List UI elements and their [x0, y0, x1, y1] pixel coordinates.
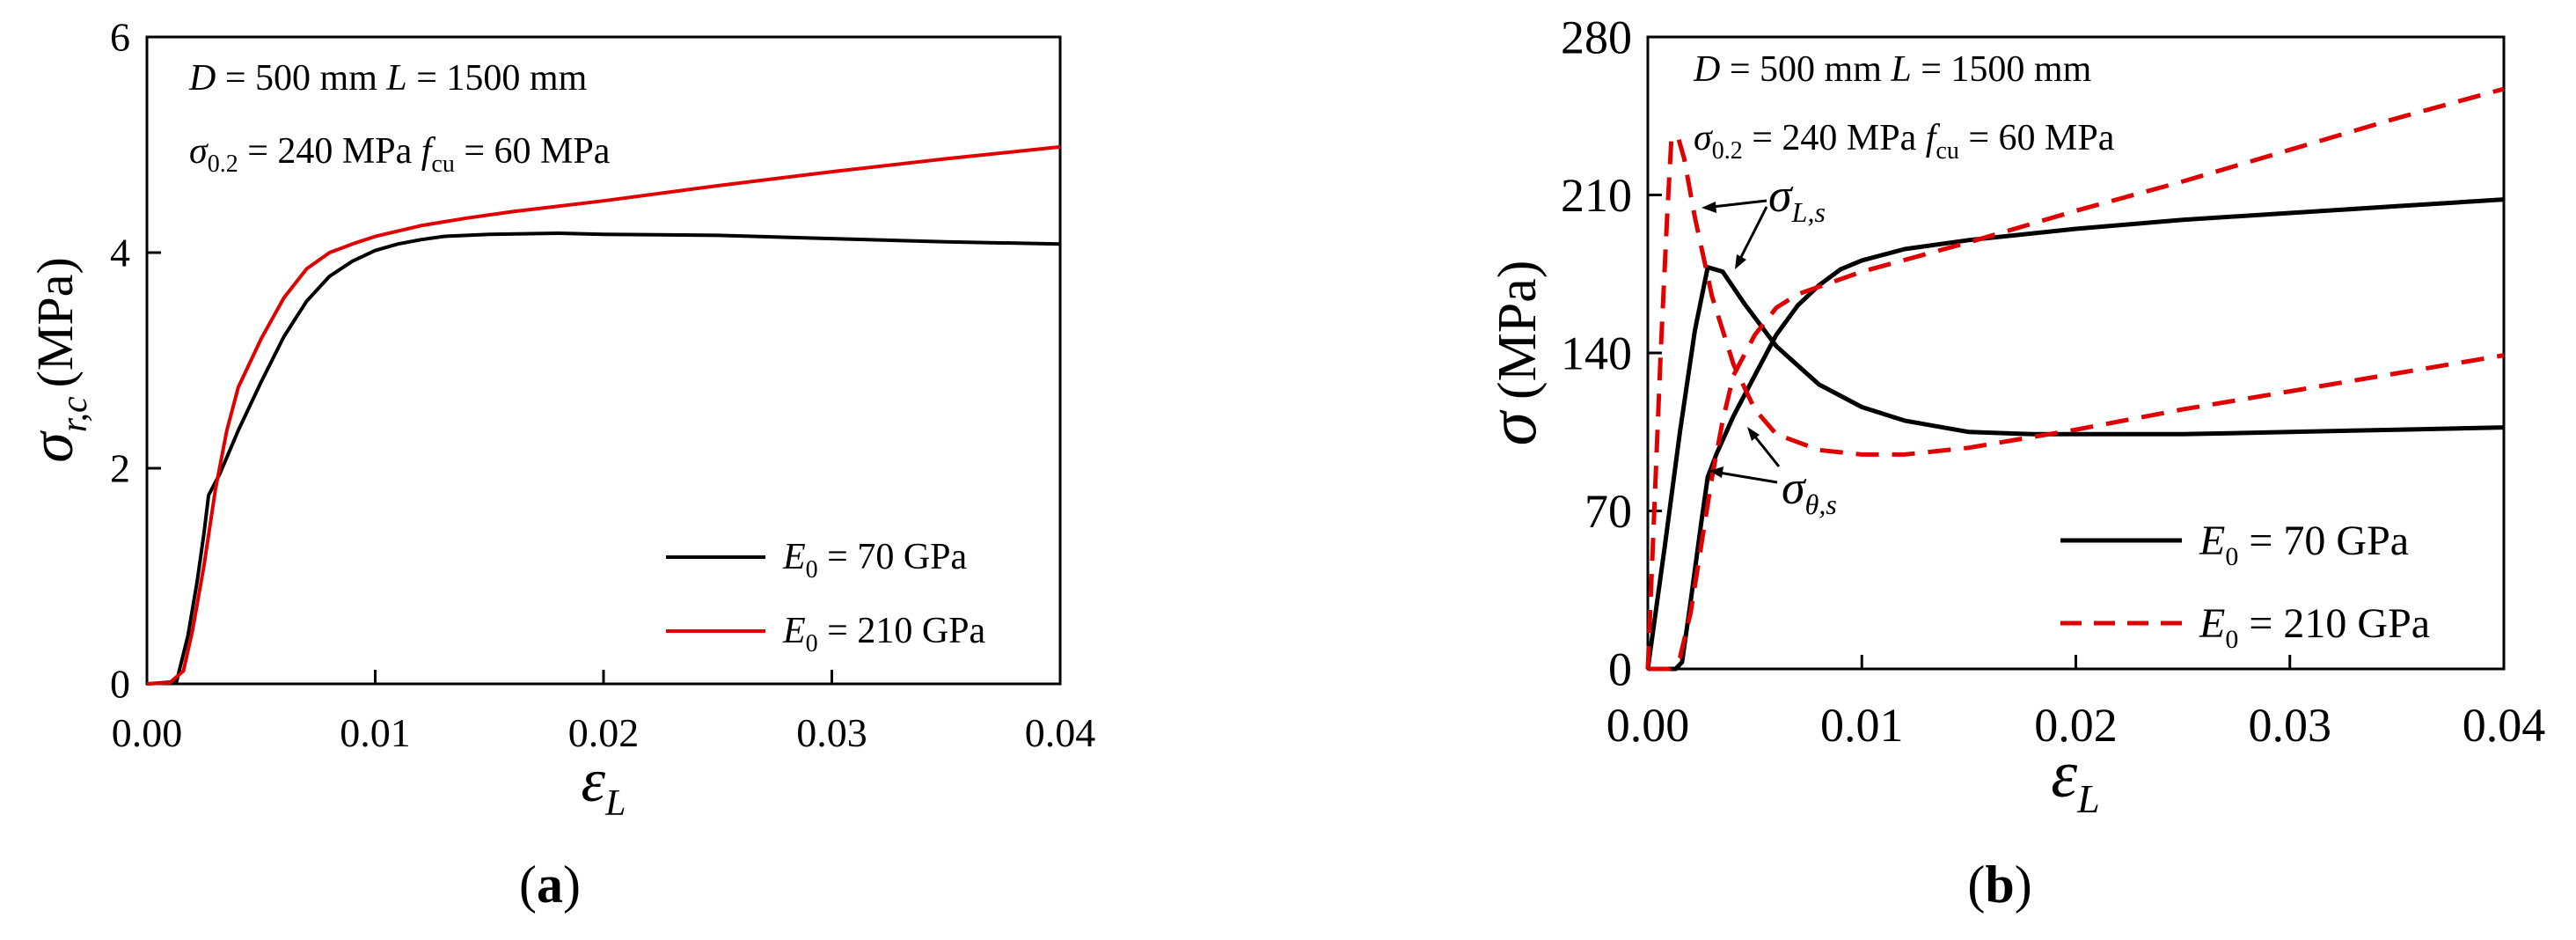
- caption-a: (a): [519, 856, 581, 914]
- x-tick-label-b-3: 0.03: [2249, 699, 2332, 752]
- arrowhead-sigma-L-black: [1735, 254, 1746, 269]
- y-tick-label-a-1: 2: [110, 446, 130, 491]
- panel-a: 0 2 4 6 0.00 0.01 0.02 0.03 0.04 D = 500 mm L =…: [18, 15, 1095, 914]
- label-sigma-L: σL,s: [1768, 169, 1826, 228]
- y-axis-label-a: σr,c(MPa): [18, 257, 95, 463]
- x-tick-label-a-3: 0.03: [796, 710, 867, 755]
- y-tick-label-b-1: 70: [1584, 485, 1632, 538]
- x-tick-label-a-2: 0.02: [568, 710, 640, 755]
- arrowhead-sigma-theta-red: [1747, 427, 1760, 441]
- series-line-b-2: [1645, 134, 2505, 670]
- x-tick-label-b-4: 0.04: [2463, 699, 2546, 752]
- x-tick-label-a-4: 0.04: [1025, 710, 1096, 755]
- y-tick-label-a-2: 4: [110, 231, 130, 275]
- x-tick-label-a-0: 0.00: [112, 710, 183, 755]
- x-tick-label-b-2: 0.02: [2034, 699, 2118, 752]
- caption-b: (b): [1967, 856, 2031, 914]
- series-line-a-1: [146, 144, 1061, 686]
- panel-b: 0 70 140 210 280 0.00 0.01 0.02 0.03 0.04 D = 50…: [1474, 11, 2545, 914]
- annotation-sigma-theta: σθ,s: [1709, 427, 1837, 520]
- annotation-dimensions-b: D = 500 mm L = 1500 mm: [1693, 49, 2092, 90]
- legend-label-b-70: E0 = 70 GPa: [2199, 518, 2409, 571]
- y-tick-label-b-3: 210: [1561, 169, 1632, 222]
- label-sigma-theta: σθ,s: [1782, 461, 1837, 520]
- legend-label-a-210: E0 = 210 GPa: [782, 611, 986, 657]
- series-line-b-3: [1648, 86, 2505, 672]
- arrow-sigma-theta-to-black: [1713, 470, 1778, 484]
- x-tick-label-b-0: 0.00: [1606, 699, 1690, 752]
- series-line-b-0: [1645, 265, 2505, 670]
- series-line-b-1: [1648, 197, 2505, 672]
- arrowhead-sigma-theta-black: [1709, 466, 1723, 478]
- y-tick-label-b-4: 280: [1561, 11, 1632, 63]
- y-tick-label-b-2: 140: [1561, 327, 1632, 379]
- legend-label-a-70: E0 = 70 GPa: [782, 537, 968, 584]
- y-axis-label-b: σ(MPa): [1474, 261, 1550, 446]
- y-tick-label-a-3: 6: [110, 15, 130, 60]
- annotation-sigma-L: σL,s: [1701, 169, 1826, 269]
- x-axis-label-b: εL: [2051, 738, 2100, 821]
- annotation-dimensions-a: D = 500 mm L = 1500 mm: [188, 58, 588, 99]
- legend-a: E0 = 70 GPa E0 = 210 GPa: [666, 537, 986, 657]
- legend-b: E0 = 70 GPa E0 = 210 GPa: [2060, 518, 2430, 654]
- arrow-sigma-L-to-black: [1736, 206, 1768, 265]
- series-line-a-0: [146, 231, 1061, 686]
- x-tick-label-a-1: 0.01: [340, 710, 411, 755]
- annotation-materials-a: σ0.2 = 240 MPa fcu = 60 MPa: [189, 131, 611, 178]
- arrowhead-sigma-L-red: [1701, 202, 1716, 213]
- y-tick-label-a-0: 0: [110, 662, 130, 707]
- x-tick-label-b-1: 0.01: [1820, 699, 1904, 752]
- x-axis-label-a: εL: [582, 747, 626, 824]
- annotation-materials-b: σ0.2 = 240 MPa fcu = 60 MPa: [1694, 118, 2115, 165]
- y-tick-label-b-0: 0: [1608, 643, 1632, 695]
- legend-label-b-210: E0 = 210 GPa: [2199, 600, 2430, 654]
